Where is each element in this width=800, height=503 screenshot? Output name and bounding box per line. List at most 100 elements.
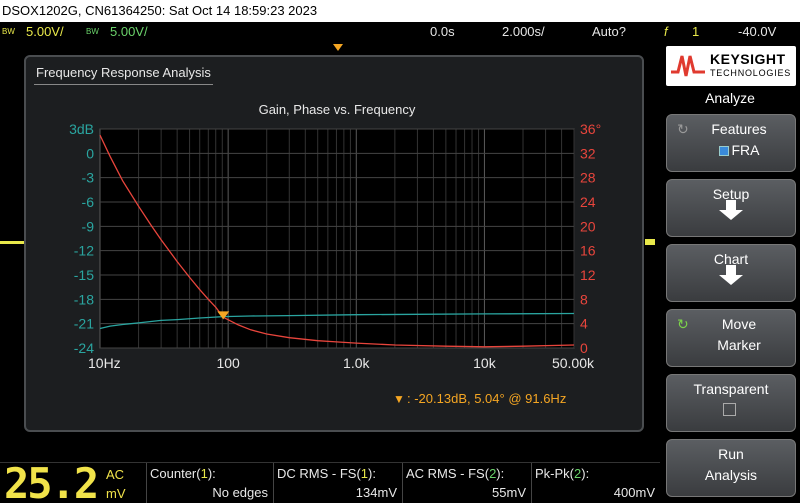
pk-pk-label: Pk-Pk( (535, 466, 574, 481)
counter-measurement[interactable]: Counter(1): No edges (146, 463, 272, 503)
gain-trace (99, 312, 575, 330)
phase-axis-tick-label: 24 (580, 194, 596, 210)
gain-axis-tick-label: -15 (74, 267, 94, 283)
dc-rms-channel: 1 (360, 466, 369, 481)
phase-trace (99, 134, 575, 348)
rotate-knob-icon: ↻ (677, 316, 689, 332)
ac-rms-value: 55mV (492, 485, 526, 500)
marker-readout-arrow-icon: ▼ (393, 392, 405, 406)
plot-area (99, 128, 575, 349)
keysight-wave-icon (671, 55, 705, 77)
time-position[interactable]: 0.0s (430, 24, 455, 39)
setup-label: Setup (712, 186, 750, 202)
ac-rms-measurement[interactable]: AC RMS - FS(2): 55mV (402, 463, 530, 503)
window-title: DSOX1202G, CN61364250: Sat Oct 14 18:59:… (0, 0, 800, 22)
gain-axis-tick-label: -12 (74, 243, 94, 259)
setup-softkey[interactable]: Setup (666, 179, 796, 237)
marker-icon (217, 311, 230, 320)
keysight-logo: KEYSIGHT TECHNOLOGIES (666, 46, 796, 86)
phase-axis-tick-label: 32 (580, 145, 596, 161)
submenu-arrow-icon (719, 265, 743, 285)
analysis-label: Analysis (704, 467, 758, 483)
transparent-label: Transparent (693, 381, 769, 397)
voltmeter-value: 25.2 (4, 459, 99, 503)
rotate-knob-icon: ↻ (677, 121, 689, 137)
pk-pk-label-end: ): (581, 466, 590, 481)
run-label: Run (718, 446, 744, 462)
trigger-position-marker-icon[interactable] (333, 44, 343, 51)
title-text: DSOX1202G, CN61364250: Sat Oct 14 18:59:… (2, 3, 318, 18)
pk-pk-channel: 2 (574, 466, 582, 481)
ch2-scale[interactable]: 5.00V/ (110, 24, 148, 39)
frequency-axis-tick-label: 100 (216, 355, 240, 371)
pk-pk-measurement[interactable]: Pk-Pk(2): 400mV (531, 463, 659, 503)
gain-axis-tick-label: 0 (86, 145, 94, 161)
voltmeter-mode: AC (106, 467, 125, 482)
fra-chart: Gain, Phase vs. Frequency 3dB 0 -3 -6 -9 -12 -1… (69, 102, 601, 406)
counter-value: No edges (212, 485, 268, 500)
features-label: Features (711, 121, 767, 137)
dc-rms-label: DC RMS - FS( (277, 466, 361, 481)
measurement-bar: 25.2 AC mV Counter(1): No edges DC RMS -… (0, 462, 660, 503)
trigger-edge-icon: f (664, 24, 668, 39)
move-marker-softkey[interactable]: ↻ Move Marker (666, 309, 796, 367)
gain-axis-tick-label: -24 (74, 340, 94, 356)
counter-channel: 1 (200, 466, 208, 481)
marker-readout: : -20.13dB, 5.04° @ 91.6Hz (407, 391, 566, 406)
ch1-scale[interactable]: 5.00V/ (26, 24, 64, 39)
fra-window: Frequency Response Analysis Gain, Phase … (24, 55, 644, 432)
transparent-checkbox-icon[interactable] (723, 403, 736, 416)
phase-axis-tick-label: 16 (580, 243, 596, 259)
gain-axis-tick-label: -18 (74, 291, 94, 307)
ac-rms-channel: 2 (489, 466, 497, 481)
phase-axis-tick-label: 28 (580, 170, 596, 186)
time-scale[interactable]: 2.000s/ (502, 24, 545, 39)
logo-subtitle: TECHNOLOGIES (710, 68, 792, 78)
ch2-bw-limit-indicator: BW (86, 27, 99, 36)
dc-rms-label-end: ): (368, 466, 376, 481)
transparent-softkey[interactable]: Transparent (666, 374, 796, 432)
dc-rms-measurement[interactable]: DC RMS - FS(1): 134mV (273, 463, 401, 503)
gain-axis-tick-label: -21 (74, 316, 94, 332)
ac-rms-label-end: ): (496, 466, 505, 481)
trigger-level[interactable]: -40.0V (738, 24, 777, 39)
run-analysis-softkey[interactable]: Run Analysis (666, 439, 796, 497)
transparent-checkbox-row (667, 402, 795, 418)
phase-axis-tick-label: 20 (580, 218, 596, 234)
chart-label: Chart (713, 251, 749, 267)
gain-axis-tick-label: -3 (82, 170, 95, 186)
phase-axis-tick-label: 36° (580, 121, 601, 137)
gain-axis-tick-label: -6 (82, 194, 95, 210)
trigger-level-marker-icon[interactable] (645, 239, 655, 245)
trigger-mode[interactable]: Auto? (592, 24, 626, 39)
chart-title: Gain, Phase vs. Frequency (259, 102, 416, 117)
softkey-menu: KEYSIGHT TECHNOLOGIES Analyze ↻ Features… (660, 42, 800, 503)
fra-window-title: Frequency Response Analysis (34, 63, 213, 85)
fra-checkbox-icon (718, 146, 729, 156)
ac-rms-label: AC RMS - FS( (406, 466, 490, 481)
menu-title: Analyze (705, 90, 755, 106)
gain-axis-tick-label: 3dB (69, 121, 94, 137)
pk-pk-value: 400mV (613, 485, 655, 500)
frequency-axis-tick-label: 50.00k (552, 355, 595, 371)
logo-name: KEYSIGHT (710, 51, 786, 67)
ch1-bw-limit-indicator: BW (2, 27, 15, 36)
counter-label-end: ): (207, 466, 216, 481)
ch1-ground-marker-icon[interactable] (0, 241, 28, 244)
submenu-arrow-icon (719, 200, 743, 220)
channel-status-bar: BW 5.00V/ BW 5.00V/ 0.0s 2.000s/ Auto? f… (0, 22, 800, 42)
phase-axis-tick-label: 0 (580, 340, 588, 356)
marker-label: Marker (717, 337, 761, 353)
waveform-display[interactable]: Frequency Response Analysis Gain, Phase … (0, 42, 660, 462)
chart-softkey[interactable]: Chart (666, 244, 796, 302)
phase-axis-tick-label: 12 (580, 267, 596, 283)
trigger-source[interactable]: 1 (692, 24, 700, 39)
features-value-row: FRA (675, 142, 800, 158)
gain-axis-tick-label: -9 (82, 218, 95, 234)
voltmeter-unit: mV (106, 486, 126, 501)
frequency-axis-tick-label: 10Hz (88, 355, 121, 371)
phase-axis-tick-label: 8 (580, 291, 588, 307)
features-softkey[interactable]: ↻ Features FRA (666, 114, 796, 172)
frequency-axis-tick-label: 10k (473, 355, 497, 371)
dc-rms-value: 134mV (355, 485, 397, 500)
